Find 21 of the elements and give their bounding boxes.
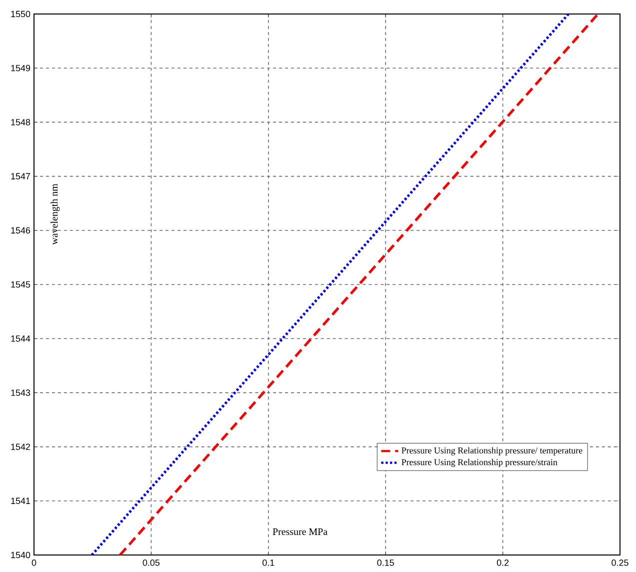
y-tick-label: 1550	[11, 10, 30, 18]
y-tick-label: 1548	[11, 119, 30, 126]
legend-label: Pressure Using Relationship pressure/ temperature	[402, 447, 582, 456]
x-tick-label: 0.2	[496, 560, 509, 566]
x-tick-label: 0.15	[377, 560, 394, 566]
y-tick-label: 1541	[11, 498, 30, 504]
y-tick-label: 1547	[11, 173, 30, 180]
y-tick-label: 1549	[11, 64, 30, 72]
x-tick-label: 0.25	[612, 560, 628, 566]
y-tick-label: 1546	[11, 227, 30, 234]
x-tick-label: 0.05	[142, 560, 160, 566]
y-tick-label: 1542	[11, 444, 30, 450]
y-tick-label: 1544	[11, 335, 30, 342]
y-axis-title: wavelength nm	[50, 184, 60, 245]
x-tick-label: 0	[32, 560, 36, 566]
x-tick-label: 0.1	[262, 560, 274, 566]
y-tick-label: 1543	[11, 390, 30, 396]
y-tick-label: 1540	[11, 552, 30, 558]
y-tick-label: 1545	[11, 281, 30, 288]
x-axis-title: Pressure MPa	[272, 528, 328, 536]
legend-label: Pressure Using Relationship pressure/strain	[402, 458, 558, 468]
